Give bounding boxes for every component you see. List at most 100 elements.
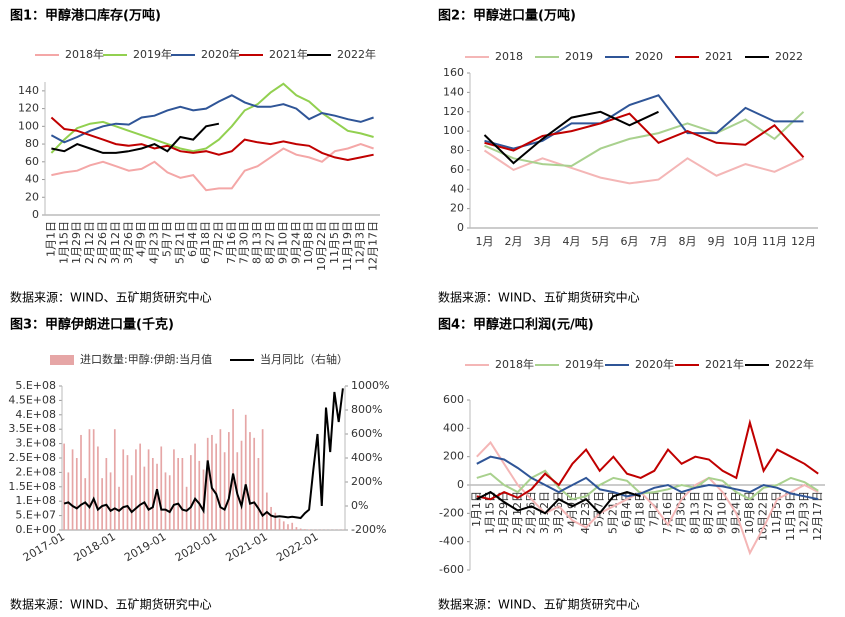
legend-label: 进口数量:甲醇:伊朗:当月值: [80, 352, 212, 366]
series-line: [50, 82, 374, 154]
x-tick-label: 2020-01: [173, 530, 219, 564]
series-line: [476, 418, 819, 501]
y-tick-label: 80: [450, 144, 464, 157]
x-tick-label: 4月9日: [565, 491, 578, 527]
y-tick-label: 200: [443, 450, 464, 463]
x-tick-label: 12月3日: [798, 491, 811, 534]
x-tick-label: 1月15日: [57, 221, 70, 264]
y-tick-label: 60: [450, 163, 464, 176]
y-tick-label: 5.E+07: [15, 509, 56, 522]
bar: [244, 414, 247, 530]
series-line: [476, 490, 641, 515]
bar: [194, 443, 196, 530]
x-tick-label: 6月18日: [199, 221, 212, 264]
x-tick-label: 5月: [592, 235, 610, 248]
legend-label: 2021年: [705, 357, 744, 371]
x-tick-label: 9月24日: [289, 221, 302, 264]
bar: [278, 518, 281, 530]
y-tick-label: 400: [443, 421, 464, 434]
y-tick-label: 60: [25, 155, 39, 168]
y-tick-label: 140: [443, 85, 464, 98]
bar: [71, 449, 74, 530]
x-tick-label: 5月7日: [160, 221, 173, 257]
x-tick-label: 1月1日: [470, 491, 483, 527]
y2-tick-label: 200%: [351, 475, 382, 488]
bar: [164, 472, 167, 530]
source-note: 数据来源：WIND、五矿期货研究中心: [438, 597, 640, 612]
bar: [84, 478, 87, 530]
x-tick-label: 7月2日: [647, 491, 660, 527]
bar: [135, 449, 137, 530]
source-note: 数据来源：WIND、五矿期货研究中心: [10, 290, 212, 305]
legend-label: 2018年: [65, 47, 104, 61]
bar: [185, 486, 188, 530]
series-line: [50, 116, 374, 162]
x-tick-label: 7月16日: [661, 491, 674, 534]
x-tick-label: 3月: [534, 235, 552, 248]
bar: [206, 437, 209, 530]
x-tick-label: 11月19日: [341, 221, 354, 271]
bar: [88, 429, 91, 530]
x-tick-label: 9月10日: [716, 491, 729, 534]
source-note: 数据来源：WIND、五矿期货研究中心: [438, 290, 640, 305]
x-tick-label: 10月22日: [315, 221, 328, 271]
bar: [143, 466, 146, 530]
y-tick-label: -200: [439, 506, 464, 519]
series-line: [51, 122, 220, 154]
bar: [97, 446, 99, 530]
bar: [270, 506, 272, 530]
x-tick-label: 1月29日: [497, 491, 510, 534]
x-tick-label: 3月26日: [122, 221, 135, 264]
x-tick-label: 6月: [621, 235, 639, 248]
bar: [181, 458, 184, 530]
bar: [130, 475, 133, 530]
x-tick-label: 11月19日: [784, 491, 797, 541]
series-line: [483, 149, 804, 185]
y-tick-label: 80: [25, 137, 39, 150]
legend-label: 2022年: [775, 357, 814, 371]
bar: [173, 449, 175, 530]
x-tick-label: 7月: [650, 235, 668, 248]
x-tick-label: 7月30日: [238, 221, 251, 264]
bar: [189, 455, 192, 530]
legend-label: 2020: [635, 50, 663, 63]
bar: [223, 452, 226, 530]
y-tick-label: 40: [25, 173, 39, 186]
y-tick-label: 2.5E+08: [8, 451, 56, 464]
y-tick-label: 0: [457, 478, 464, 491]
series-line: [50, 94, 374, 144]
y-tick-label: 100: [443, 124, 464, 137]
x-tick-label: 8月27日: [702, 491, 715, 534]
x-tick-label: 2月: [505, 235, 523, 248]
x-tick-label: 1月: [476, 235, 494, 248]
bar: [75, 458, 78, 530]
bar: [147, 449, 150, 530]
y-tick-label: 140: [18, 84, 39, 97]
x-tick-label: 9月10日: [276, 221, 289, 264]
x-tick-label: 2019-01: [122, 530, 168, 564]
y-tick-label: 4.5E+08: [8, 393, 56, 406]
chart-title: 图1：甲醇港口库存(万吨): [10, 8, 161, 24]
bar: [308, 529, 310, 530]
y-tick-label: 3.E+08: [15, 437, 56, 450]
bar: [63, 443, 65, 530]
x-tick-label: 10月: [733, 235, 758, 248]
legend-label: 2018年: [495, 357, 534, 371]
bar: [215, 443, 218, 530]
chart-title: 图4：甲醇进口利润(元/吨): [438, 317, 594, 333]
y-tick-label: 120: [18, 102, 39, 115]
y2-tick-label: 400%: [351, 451, 382, 464]
y-tick-label: 100: [18, 119, 39, 132]
y-tick-label: 600: [443, 393, 464, 406]
y-tick-label: -600: [439, 563, 464, 576]
x-tick-label: 4月23日: [148, 221, 161, 264]
legend-label: 2021: [705, 50, 733, 63]
y-tick-label: 1.5E+08: [8, 480, 56, 493]
legend-label: 2019年: [133, 47, 172, 61]
legend-label: 2021年: [269, 47, 308, 61]
bar: [105, 458, 108, 530]
x-tick-label: 11月5日: [328, 221, 341, 264]
x-tick-label: 8月: [679, 235, 697, 248]
bar: [295, 527, 298, 530]
x-tick-label: 8月13日: [688, 491, 701, 534]
